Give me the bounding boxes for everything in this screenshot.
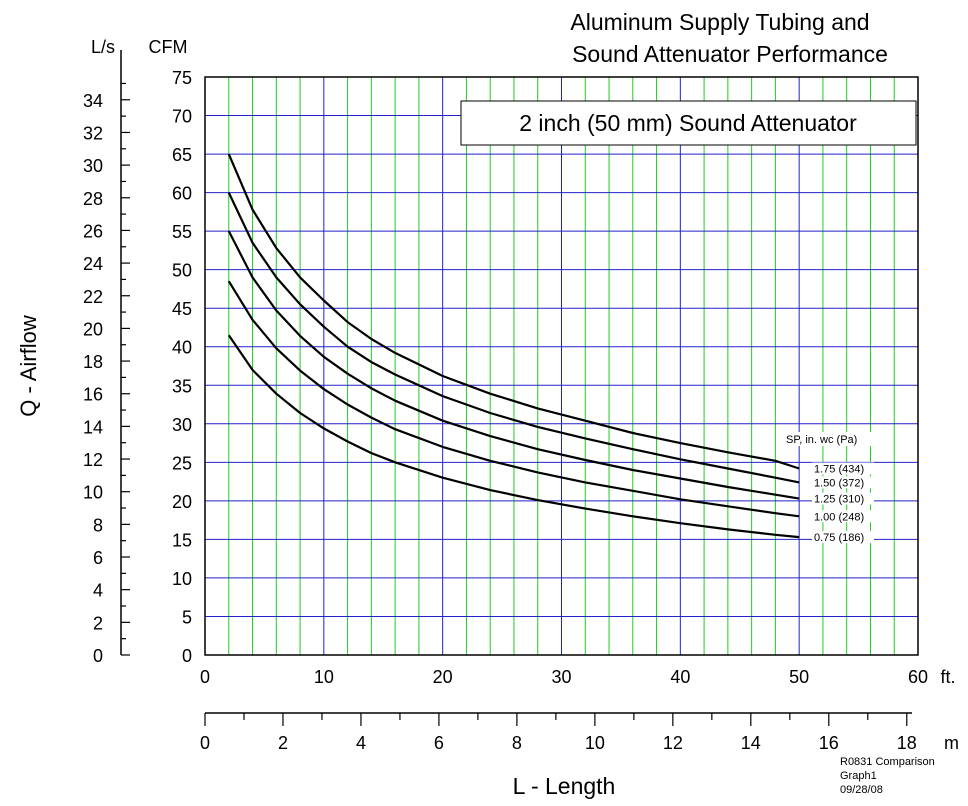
x-tick-label: 50 [789,667,809,687]
y-tick-label: 75 [172,68,192,88]
y-tick-label: 15 [172,530,192,550]
y2-tick-label: 26 [83,221,103,241]
footer-note: Graph1 [840,770,877,782]
x2-tick-label: 6 [434,733,444,753]
x2-tick-label: 10 [585,733,605,753]
y-tick-label: 30 [172,415,192,435]
series-label-bg [812,531,874,544]
y-axis-title: Q - Airflow [16,315,41,417]
footer-note: 09/28/08 [840,784,883,796]
y-tick-label: 20 [172,492,192,512]
series-line [227,230,800,500]
y2-tick-label: 12 [83,450,103,470]
series-label-bg [812,462,874,475]
y-tick-label: 50 [172,261,192,281]
y2-tick-label: 4 [93,581,103,601]
y2-tick-label: 28 [83,189,103,209]
series-line [227,334,800,539]
y2-tick-label: 30 [83,156,103,176]
x2-tick-label: 4 [356,733,366,753]
x-unit-label: ft. [940,667,955,687]
chart-title-line: Sound Attenuator Performance [572,41,888,67]
series-line [227,153,800,470]
x-tick-label: 30 [551,667,571,687]
y-tick-label: 5 [182,607,192,627]
x2-tick-label: 12 [663,733,683,753]
y2-tick-label: 0 [93,646,103,666]
series-line [227,280,800,518]
chart-subtitle: 2 inch (50 mm) Sound Attenuator [519,110,857,136]
y2-tick-label: 14 [83,417,103,437]
y2-tick-label: 18 [83,352,103,372]
series-label-bg [812,492,874,505]
series-label: 1.75 (434) [814,463,864,475]
series-label-bg [812,476,874,489]
y2-tick-label: 8 [93,515,103,535]
x-tick-label: 40 [670,667,690,687]
y2-tick-label: 6 [93,548,103,568]
series-label: 1.50 (372) [814,477,864,489]
series-label-bg [812,510,874,523]
y2-tick-label: 24 [83,254,103,274]
series-label: 0.75 (186) [814,532,864,544]
x2-unit-label: m [944,733,959,753]
x2-tick-label: 18 [897,733,917,753]
x-axis-title: L - Length [513,773,616,799]
y-tick-label: 0 [182,646,192,666]
y2-tick-label: 22 [83,287,103,307]
x2-tick-label: 14 [741,733,761,753]
subtitle-box [460,100,917,146]
x-tick-label: 20 [433,667,453,687]
y-tick-label: 70 [172,107,192,127]
x-tick-label: 0 [200,667,210,687]
y-unit-label: CFM [149,37,188,57]
y-tick-label: 35 [172,376,192,396]
y2-tick-label: 16 [83,385,103,405]
x2-tick-label: 8 [512,733,522,753]
y2-unit-label: L/s [91,37,115,57]
y2-tick-label: 10 [83,483,103,503]
series-label: 1.00 (248) [814,511,864,523]
y-tick-label: 40 [172,338,192,358]
y-tick-label: 55 [172,222,192,242]
x-tick-label: 60 [908,667,928,687]
plot-frame [204,76,919,656]
series-line [227,192,800,484]
footer-note: R0831 Comparison [840,756,935,768]
x-tick-label: 10 [314,667,334,687]
legend-title-bg [784,432,884,446]
y2-tick-label: 34 [83,91,103,111]
y2-tick-label: 2 [93,613,103,633]
y-tick-label: 65 [172,145,192,165]
y-tick-label: 25 [172,453,192,473]
y2-tick-label: 32 [83,123,103,143]
y-tick-label: 60 [172,184,192,204]
chart-title-line: Aluminum Supply Tubing and [570,9,869,35]
series-label: 1.25 (310) [814,494,864,506]
y2-tick-label: 20 [83,319,103,339]
x2-tick-label: 2 [278,733,288,753]
y-tick-label: 45 [172,299,192,319]
x2-tick-label: 16 [819,733,839,753]
y-tick-label: 10 [172,569,192,589]
legend-title: SP, in. wc (Pa) [786,434,857,446]
x2-tick-label: 0 [200,733,210,753]
